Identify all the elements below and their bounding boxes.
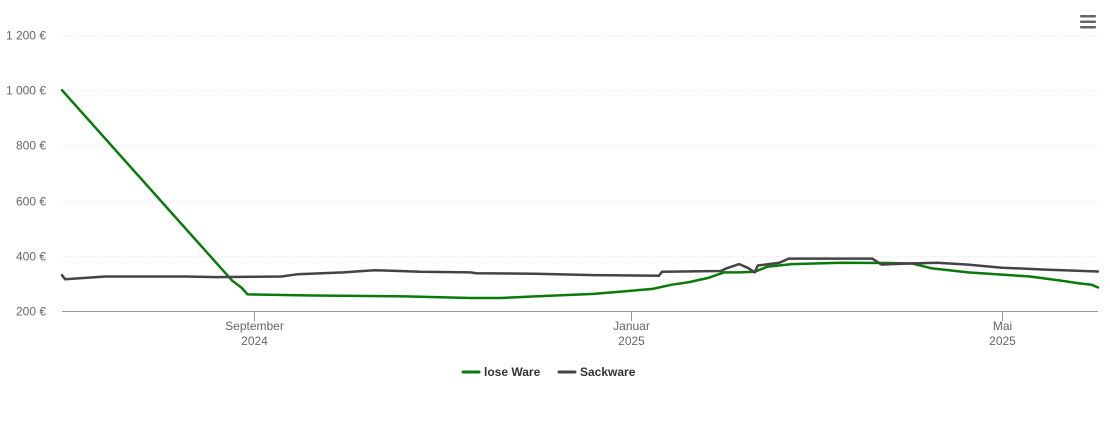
y-tick-label: 200 € — [16, 305, 46, 319]
legend-label: Sackware — [580, 365, 636, 379]
x-tick-label-month: September — [225, 319, 284, 333]
legend: lose Ware Sackware — [461, 365, 636, 379]
y-tick-label: 1 000 € — [6, 84, 46, 98]
series-line-sackware — [60, 257, 1100, 281]
legend-label: lose Ware — [484, 365, 541, 379]
legend-item[interactable]: lose Ware — [461, 365, 541, 379]
y-tick-label: 800 € — [16, 139, 46, 153]
x-tick-label-year: 2024 — [241, 334, 268, 348]
x-tick-label-month: Mai — [993, 319, 1012, 333]
x-tick-label-month: Januar — [613, 319, 650, 333]
x-tick-label-year: 2025 — [618, 334, 645, 348]
legend-item[interactable]: Sackware — [557, 365, 636, 379]
series-line-lose-ware — [60, 88, 1100, 300]
y-tick-label: 400 € — [16, 250, 46, 264]
y-tick-label: 1 200 € — [6, 29, 46, 43]
y-tick-label: 600 € — [16, 195, 46, 209]
x-tick-label-year: 2025 — [989, 334, 1016, 348]
hamburger-menu-button[interactable] — [1074, 10, 1102, 34]
series-lines — [60, 88, 1100, 300]
grid-lines — [62, 35, 1098, 257]
y-axis: 200 € 400 € 600 € 800 € 1 000 € 1 200 € — [6, 29, 46, 319]
hamburger-menu-icon — [1080, 15, 1096, 29]
